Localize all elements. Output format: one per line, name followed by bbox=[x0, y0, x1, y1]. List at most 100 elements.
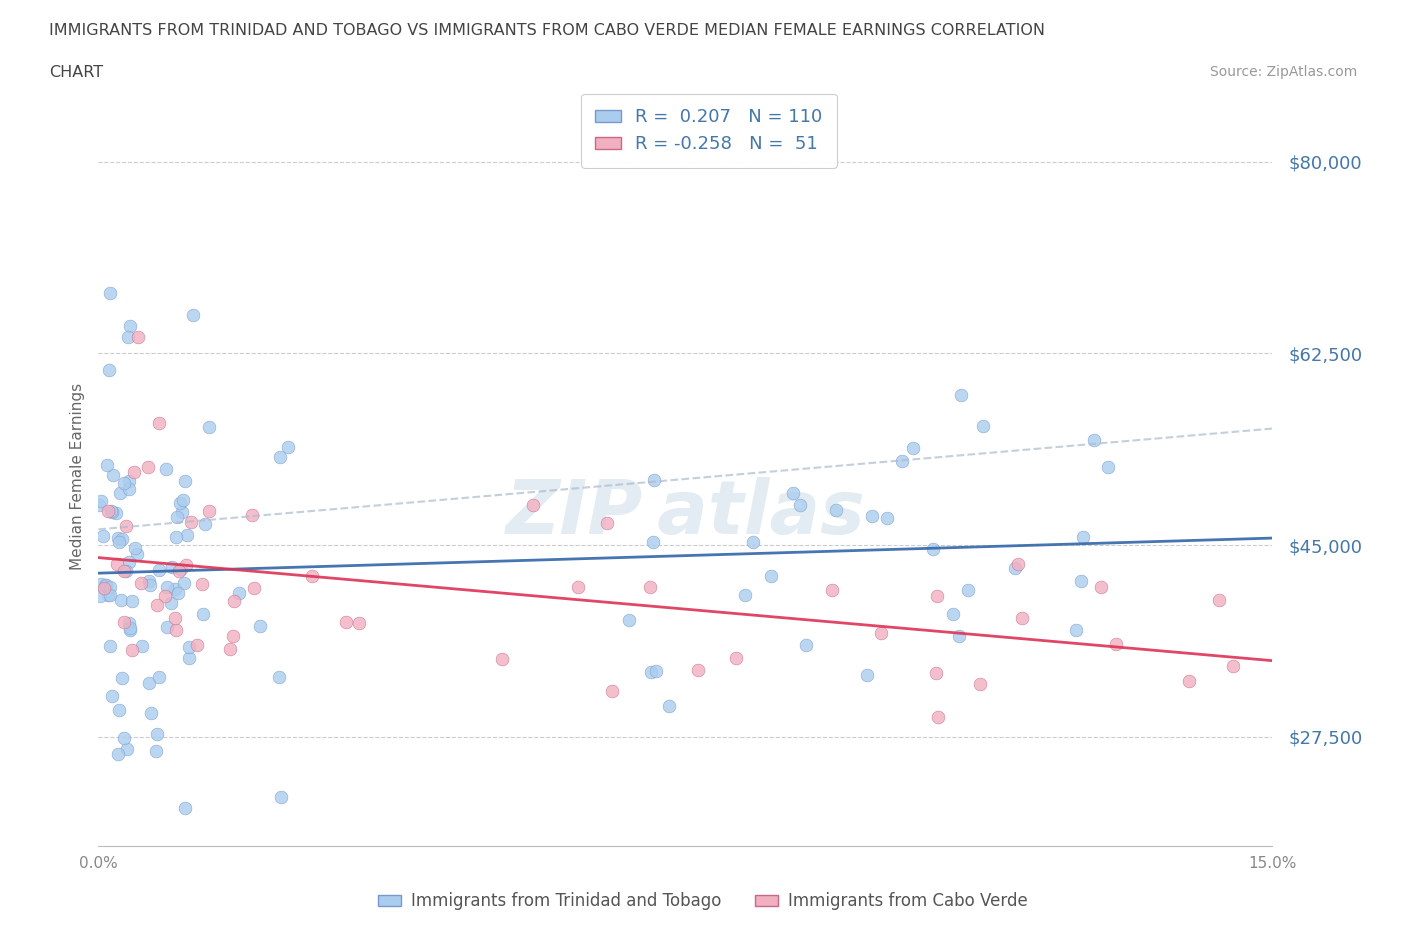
Point bbox=[335, 614, 357, 629]
Point bbox=[522, 497, 544, 512]
Point bbox=[90, 493, 112, 508]
Point bbox=[145, 726, 167, 741]
Point bbox=[301, 569, 323, 584]
Point bbox=[658, 698, 681, 713]
Point bbox=[228, 586, 250, 601]
Point bbox=[270, 790, 292, 804]
Point bbox=[1070, 574, 1092, 589]
Point bbox=[269, 449, 291, 464]
Point bbox=[860, 509, 883, 524]
Point bbox=[165, 622, 187, 637]
Point bbox=[87, 498, 110, 512]
Point bbox=[567, 580, 589, 595]
Point bbox=[903, 441, 925, 456]
Point bbox=[160, 560, 183, 575]
Point bbox=[100, 587, 122, 602]
Text: CHART: CHART bbox=[49, 65, 103, 80]
Point bbox=[942, 607, 965, 622]
Point bbox=[138, 573, 160, 588]
Point bbox=[240, 507, 263, 522]
Point bbox=[165, 530, 187, 545]
Point bbox=[145, 743, 167, 758]
Point bbox=[117, 482, 139, 497]
Point bbox=[794, 637, 817, 652]
Point bbox=[855, 668, 877, 683]
Point bbox=[108, 534, 131, 549]
Point bbox=[96, 457, 118, 472]
Text: IMMIGRANTS FROM TRINIDAD AND TOBAGO VS IMMIGRANTS FROM CABO VERDE MEDIAN FEMALE : IMMIGRANTS FROM TRINIDAD AND TOBAGO VS I… bbox=[49, 23, 1045, 38]
Legend: Immigrants from Trinidad and Tobago, Immigrants from Cabo Verde: Immigrants from Trinidad and Tobago, Imm… bbox=[371, 885, 1035, 917]
Point bbox=[957, 582, 980, 597]
Point bbox=[101, 504, 124, 519]
Text: Source: ZipAtlas.com: Source: ZipAtlas.com bbox=[1209, 65, 1357, 79]
Point bbox=[97, 503, 120, 518]
Point bbox=[638, 579, 661, 594]
Point bbox=[1004, 561, 1026, 576]
Point bbox=[148, 563, 170, 578]
Point bbox=[1066, 622, 1088, 637]
Point bbox=[110, 485, 132, 500]
Point bbox=[972, 418, 994, 433]
Point bbox=[927, 710, 949, 724]
Point bbox=[759, 569, 782, 584]
Point bbox=[741, 534, 763, 549]
Y-axis label: Median Female Earnings: Median Female Earnings bbox=[69, 383, 84, 570]
Point bbox=[98, 363, 121, 378]
Point bbox=[170, 561, 193, 576]
Point bbox=[617, 613, 640, 628]
Point bbox=[222, 629, 245, 644]
Point bbox=[825, 503, 848, 518]
Point bbox=[190, 577, 212, 591]
Point bbox=[491, 652, 513, 667]
Legend: R =  0.207   N = 110, R = -0.258   N =  51: R = 0.207 N = 110, R = -0.258 N = 51 bbox=[581, 94, 837, 167]
Point bbox=[100, 688, 122, 703]
Point bbox=[176, 527, 198, 542]
Point bbox=[107, 746, 129, 761]
Point bbox=[111, 671, 134, 685]
Point bbox=[688, 662, 710, 677]
Point bbox=[118, 554, 141, 569]
Point bbox=[174, 558, 197, 573]
Point bbox=[186, 637, 208, 652]
Point bbox=[169, 496, 191, 511]
Point bbox=[94, 578, 117, 592]
Point bbox=[112, 615, 135, 630]
Point bbox=[640, 664, 662, 679]
Point bbox=[127, 329, 149, 344]
Point bbox=[1222, 658, 1244, 673]
Point bbox=[174, 473, 197, 488]
Point bbox=[156, 579, 179, 594]
Point bbox=[1083, 432, 1105, 447]
Point bbox=[148, 670, 170, 684]
Point bbox=[155, 461, 177, 476]
Point bbox=[100, 504, 122, 519]
Point bbox=[98, 638, 121, 653]
Point bbox=[127, 547, 149, 562]
Point bbox=[1105, 636, 1128, 651]
Point bbox=[105, 556, 128, 571]
Point bbox=[948, 629, 970, 644]
Point bbox=[104, 506, 127, 521]
Point bbox=[89, 589, 111, 604]
Point bbox=[94, 578, 117, 592]
Point bbox=[821, 582, 844, 597]
Point bbox=[1208, 592, 1230, 607]
Point bbox=[146, 598, 169, 613]
Point bbox=[156, 619, 179, 634]
Point bbox=[596, 516, 619, 531]
Point bbox=[103, 467, 125, 482]
Point bbox=[349, 616, 371, 631]
Point bbox=[1007, 557, 1029, 572]
Point bbox=[98, 286, 121, 300]
Point bbox=[1073, 529, 1095, 544]
Point bbox=[163, 610, 186, 625]
Point bbox=[219, 642, 242, 657]
Point bbox=[172, 493, 194, 508]
Point bbox=[198, 419, 221, 434]
Point bbox=[122, 465, 145, 480]
Point bbox=[111, 532, 134, 547]
Point bbox=[179, 639, 201, 654]
Point bbox=[277, 440, 299, 455]
Point bbox=[789, 498, 811, 512]
Point bbox=[136, 459, 159, 474]
